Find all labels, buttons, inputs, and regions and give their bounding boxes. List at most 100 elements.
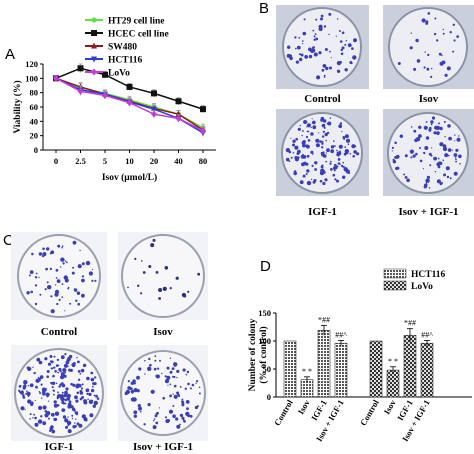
colony-dot: [419, 159, 423, 163]
colony-dot: [415, 38, 419, 43]
legend-swatch: [383, 268, 407, 279]
colony-dot: [337, 151, 342, 156]
colony-dot: [454, 140, 456, 142]
colony-dot: [154, 414, 158, 418]
colony-dot: [54, 284, 57, 286]
panel-letter-b: B: [259, 0, 270, 17]
colony-dot: [329, 162, 332, 165]
colony-dot: [66, 420, 72, 426]
colony-dot: [26, 366, 30, 370]
colony-dot: [340, 52, 344, 56]
colony-dot: [321, 140, 324, 143]
colony-dot: [46, 247, 50, 251]
data-point: [126, 83, 133, 90]
colony-dot: [325, 66, 329, 71]
colony-dot: [349, 152, 352, 155]
data-point: [77, 85, 84, 91]
colony-dot: [90, 399, 94, 403]
legend-label: SW480: [108, 43, 137, 53]
significance-label: * *: [388, 357, 398, 366]
colony-dot: [49, 355, 53, 358]
colony-dot: [442, 159, 445, 162]
colony-dot: [434, 171, 437, 173]
colony-dot: [444, 153, 449, 158]
colony-dot: [329, 117, 332, 119]
colony-dot: [415, 152, 418, 156]
colony-dot: [313, 35, 316, 38]
colony-dot: [323, 119, 327, 123]
x-tick-label: IGF-1: [395, 398, 415, 422]
colony-dot: [181, 398, 184, 401]
legend-label: LoVo: [108, 69, 130, 79]
colony-dot: [197, 272, 201, 276]
colony-dot: [147, 366, 152, 371]
colony-dot: [325, 152, 327, 154]
colony-dot: [353, 155, 355, 157]
colony-dot: [47, 400, 50, 402]
colony-dot: [301, 140, 306, 145]
colony-dot: [58, 298, 61, 301]
colony-dot: [90, 377, 95, 382]
colony-dot: [52, 389, 55, 392]
colony-dot: [73, 409, 76, 412]
colony-dot: [52, 374, 55, 378]
legend-label: HCEC cell line: [108, 30, 169, 40]
plate-isov-igf1-c-image: [118, 345, 208, 441]
colony-dot: [326, 148, 330, 153]
colony-dot: [54, 370, 57, 373]
colony-dot: [42, 247, 45, 251]
plate-igf1-c-image: [11, 345, 107, 441]
colony-dot: [434, 125, 439, 130]
panel-letter-c: C: [3, 232, 14, 249]
colony-dot: [77, 302, 80, 306]
colony-dot: [182, 368, 186, 372]
colony-dot: [453, 39, 456, 42]
colony-dot: [299, 57, 303, 62]
colony-dot: [187, 414, 191, 418]
bar: [420, 342, 434, 398]
colony-dot: [20, 406, 25, 411]
colony-dot: [298, 53, 301, 56]
colony-dot: [294, 36, 297, 39]
colony-dot: [138, 406, 142, 411]
colony-dot: [339, 150, 342, 152]
colony-dot: [340, 48, 343, 52]
colony-dot: [84, 401, 87, 404]
colony-dot: [66, 362, 68, 364]
colony-dot: [438, 122, 440, 125]
colony-dot: [409, 46, 413, 50]
colony-dot: [41, 397, 43, 399]
colony-dot: [307, 139, 311, 142]
colony-dot: [423, 125, 428, 130]
colony-dot: [136, 375, 140, 380]
colony-dot: [436, 162, 441, 167]
legend-a: HT29 cell line HCEC cell line SW480 HCT116 L…: [85, 17, 169, 79]
colony-dot: [73, 288, 78, 292]
colony-dot: [29, 401, 34, 406]
colony-dot: [426, 67, 430, 71]
colony-dot: [439, 142, 444, 147]
colony-dot: [185, 373, 188, 376]
caption-c-isov-igf1: Isov + IGF-1: [132, 441, 194, 453]
colony-dot: [297, 156, 300, 159]
plate-photo-control-c: [11, 232, 107, 320]
colony-dot: [31, 252, 34, 256]
colony-dot: [313, 179, 317, 182]
colony-dot: [67, 416, 69, 418]
data-point: [175, 111, 182, 117]
colony-dot: [305, 162, 309, 166]
colony-dot: [320, 17, 323, 21]
plate-control-b-image: [276, 5, 369, 89]
significance-label: *##: [404, 319, 416, 328]
colony-dot: [176, 424, 181, 429]
colony-dot: [458, 154, 462, 159]
colony-dot: [95, 402, 98, 405]
colony-dot: [55, 277, 58, 279]
colony-dot: [433, 118, 435, 120]
data-point: [77, 87, 84, 95]
y-tick-label: 150: [258, 308, 271, 318]
data-point: [77, 65, 84, 72]
colony-dot: [445, 166, 450, 171]
colony-dot: [76, 391, 80, 395]
colony-dot: [59, 394, 61, 396]
